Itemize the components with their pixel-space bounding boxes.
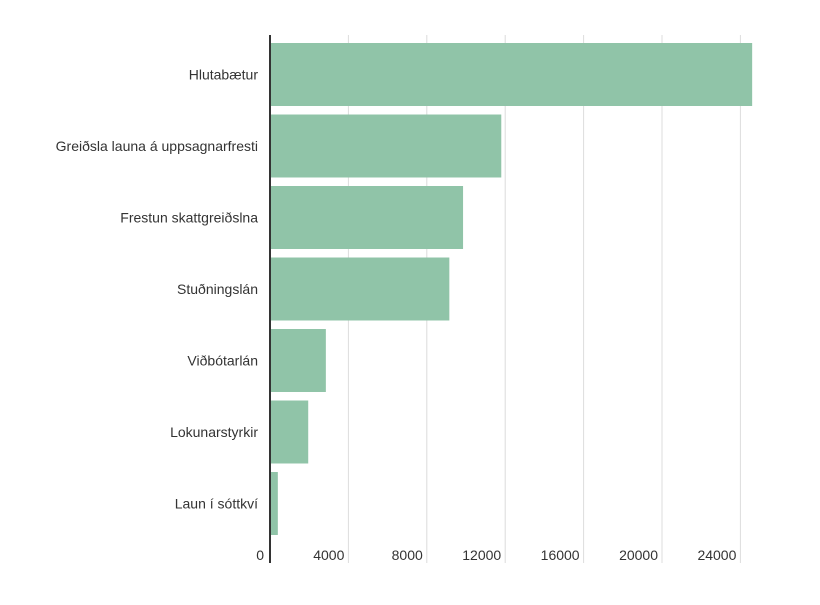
bar-0 xyxy=(270,43,753,106)
category-label: Stuðningslán xyxy=(177,281,258,297)
bar-4 xyxy=(270,329,326,392)
category-labels: Hlutabætur Greiðsla launa á uppsagnarfres… xyxy=(56,67,259,512)
x-tick-label: 0 xyxy=(256,547,264,563)
x-tick-label: 20000 xyxy=(619,547,658,563)
bar-6 xyxy=(270,472,278,535)
category-label: Greiðsla launa á uppsagnarfresti xyxy=(56,138,258,154)
x-tick-label: 24000 xyxy=(697,547,736,563)
x-tick-label: 16000 xyxy=(541,547,580,563)
bar-3 xyxy=(270,257,450,321)
x-tick-label: 12000 xyxy=(462,547,501,563)
x-tick-labels: 0 4000 8000 12000 16000 20000 24000 xyxy=(256,547,736,563)
x-tick-label: 4000 xyxy=(313,547,344,563)
category-label: Laun í sóttkví xyxy=(175,496,258,512)
category-label: Viðbótarlán xyxy=(187,353,258,369)
bar-2 xyxy=(270,186,464,249)
bar-5 xyxy=(270,400,309,464)
category-label: Frestun skattgreiðslna xyxy=(120,210,258,226)
x-tick-label: 8000 xyxy=(392,547,423,563)
bars xyxy=(270,43,753,535)
category-label: Hlutabætur xyxy=(189,67,259,83)
category-label: Lokunarstyrkir xyxy=(170,424,258,440)
bar-1 xyxy=(270,114,502,178)
